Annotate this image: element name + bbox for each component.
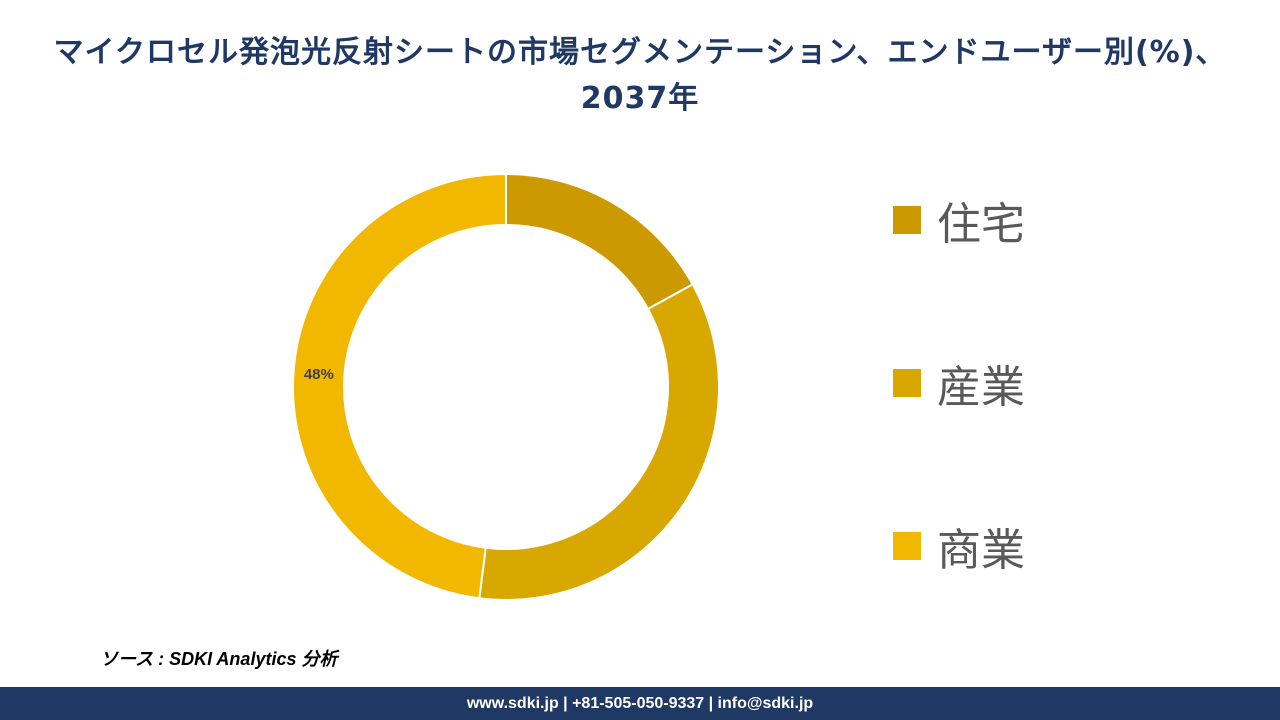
data-label-3: 48%: [304, 366, 334, 383]
legend-swatch: [893, 206, 921, 234]
chart-title: マイクロセル発泡光反射シートの市場セグメンテーション、エンドユーザー別(%)、2…: [53, 35, 1227, 116]
legend-swatch: [893, 369, 921, 397]
source-note: ソース : SDKI Analytics 分析: [100, 649, 338, 669]
legend-item-3: 商業: [893, 514, 1025, 578]
footer-contact: www.sdki.jp | +81-505-050-9337 | info@sd…: [466, 694, 814, 712]
legend-swatch: [893, 532, 921, 560]
legend-label: 商業: [937, 525, 1025, 576]
chart-legend: 住宅 産業 商業: [893, 188, 1025, 677]
donut-slice-3: [292, 172, 507, 600]
donut-slice-1: [505, 172, 695, 311]
legend-item-1: 住宅: [893, 188, 1025, 252]
legend-item-2: 産業: [893, 351, 1025, 415]
legend-label: 産業: [937, 362, 1025, 413]
donut-slice-2: [478, 283, 720, 601]
footer-bar: www.sdki.jp | +81-505-050-9337 | info@sd…: [0, 687, 1280, 720]
legend-label: 住宅: [937, 199, 1025, 250]
